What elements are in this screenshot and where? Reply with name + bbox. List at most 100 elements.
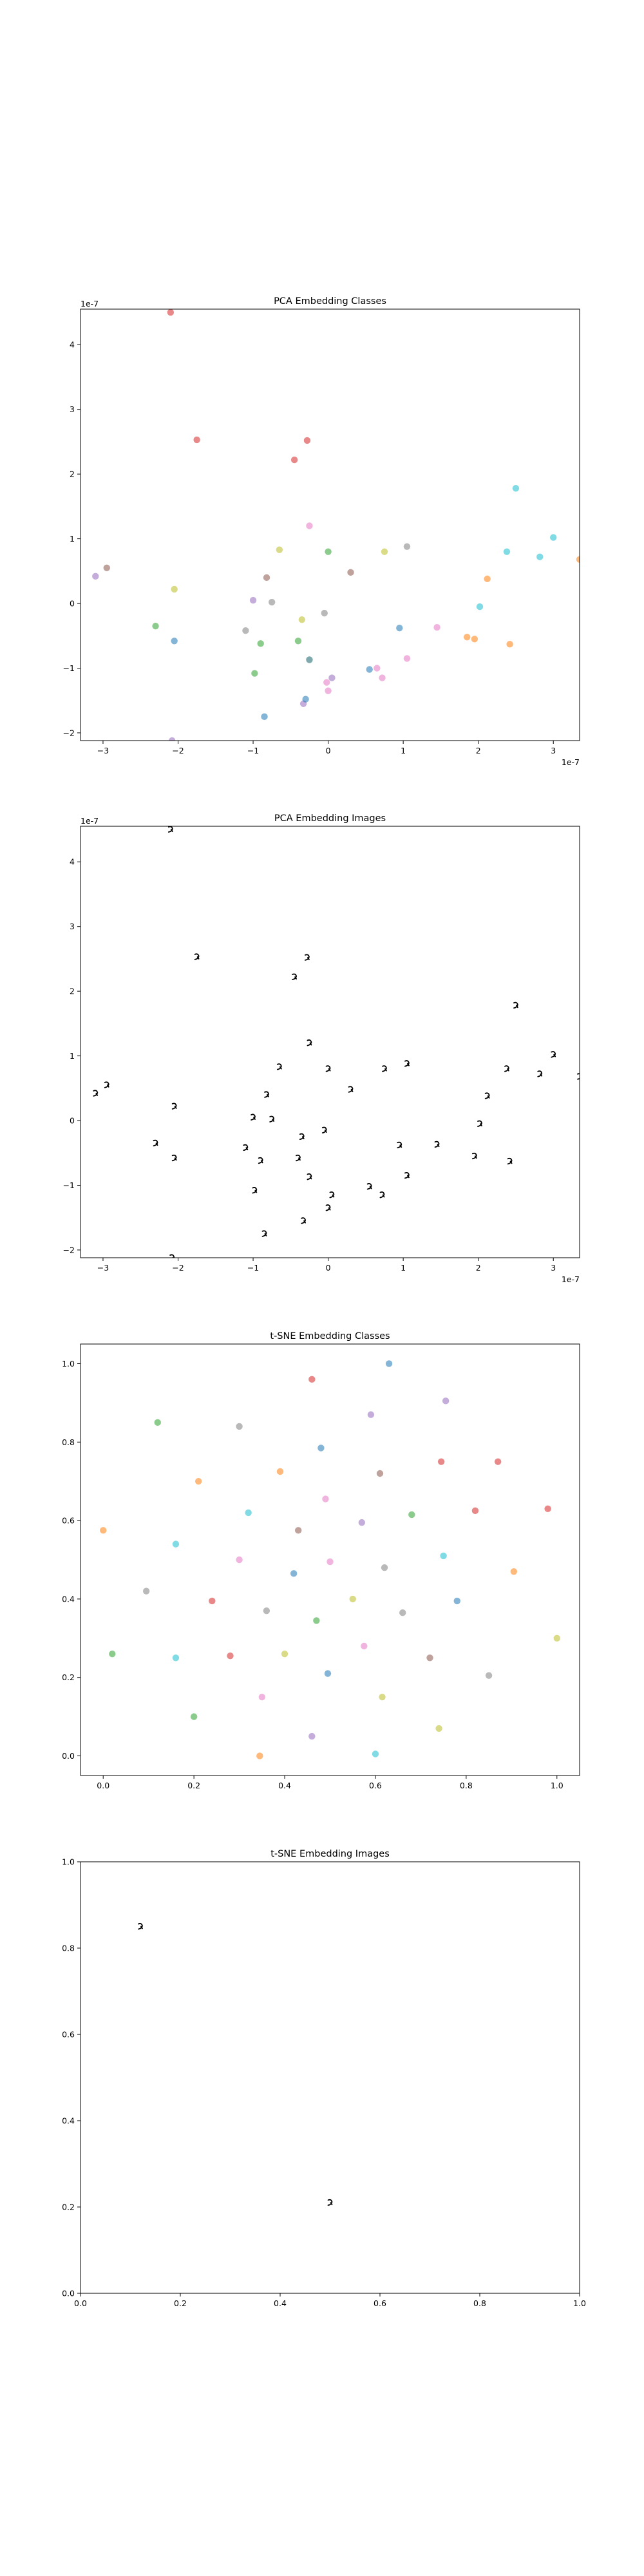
digit-image-marker [325, 1204, 331, 1211]
x-tick-label: 2 [476, 746, 481, 755]
scatter-point [403, 655, 411, 662]
digit-image-marker [296, 1154, 301, 1162]
scatter-point [242, 627, 249, 634]
scatter-point [294, 638, 302, 645]
y-tick-label: 1 [70, 1051, 75, 1061]
scatter-point [172, 1654, 180, 1662]
points-layer [92, 309, 580, 741]
scatter-point [536, 553, 544, 560]
y-tick-label: 0.6 [62, 2030, 75, 2040]
scatter-point [290, 456, 298, 464]
scatter-point [347, 569, 354, 576]
scatter-point [471, 1507, 479, 1515]
x-tick-label: 0.4 [274, 2298, 287, 2308]
scatter-point [544, 1505, 551, 1513]
scatter-point [109, 1650, 116, 1658]
scatter-point [294, 1527, 302, 1534]
scatter-point [100, 1527, 107, 1534]
digit-image-marker [104, 1081, 109, 1088]
scatter-point [476, 603, 484, 611]
x-tick-label: 0.4 [278, 1781, 291, 1790]
x-tick-label: −2 [172, 746, 184, 755]
digit-image-marker [305, 954, 310, 961]
scatter-point [376, 1470, 384, 1477]
scatter-point [553, 1634, 560, 1642]
scatter-point [313, 1617, 320, 1624]
scatter-point [103, 564, 110, 571]
x-tick-label: 3 [551, 1263, 556, 1273]
digit-image-marker [264, 1091, 269, 1098]
x-tick-label: −2 [172, 1263, 184, 1273]
scatter-point [227, 1653, 234, 1660]
scatter-point [303, 437, 311, 444]
scatter-point [308, 1732, 316, 1740]
y-tick-label: 4 [70, 340, 75, 350]
scatter-point [256, 1752, 263, 1759]
scatter-point [379, 674, 386, 681]
axes-frame [80, 826, 580, 1258]
scatter-point [251, 670, 258, 677]
x-tick-label: 1 [401, 1263, 406, 1273]
scatter-point [385, 1360, 393, 1367]
y-tick-label: 1.0 [62, 1857, 75, 1867]
y-tick-label: 2 [70, 987, 75, 996]
y-tick-label: −1 [63, 1180, 75, 1190]
x-tick-label: 0.8 [473, 2298, 486, 2308]
digit-image-marker [251, 1113, 256, 1121]
scatter-point [308, 1376, 316, 1383]
digit-image-marker [477, 1120, 482, 1127]
x-offset-label: 1e-7 [562, 1274, 580, 1284]
scatter-point [190, 1713, 198, 1720]
y-tick-label: 0.8 [62, 1437, 75, 1447]
y-tick-label: 0.6 [62, 1516, 75, 1526]
y-tick-label: 1 [70, 534, 75, 544]
chart-4: t-SNE Embedding Images 0.0 0.2 0.4 0.6 0.8 1.0… [62, 1849, 586, 2308]
y-tick-label: 0.2 [62, 2202, 75, 2212]
digit-image-marker [327, 2199, 333, 2206]
x-tick-label: 0.2 [174, 2298, 187, 2308]
scatter-point [485, 1672, 493, 1679]
axes-frame [80, 308, 580, 741]
scatter-point [437, 1458, 445, 1465]
scatter-point [440, 1552, 447, 1560]
y-tick-label: 2 [70, 469, 75, 479]
scatter-point [306, 656, 313, 663]
scatter-point [503, 548, 511, 555]
scatter-point [168, 737, 176, 741]
scatter-point [268, 598, 276, 606]
scatter-point [321, 609, 328, 617]
x-tick-label: 1.0 [573, 2298, 586, 2308]
scatter-point [366, 666, 373, 673]
x-tick-label: 0.8 [460, 1781, 473, 1790]
scatter-point [171, 638, 178, 645]
digit-image-marker [167, 826, 173, 833]
scatter-point [261, 713, 268, 721]
x-tick-label: −3 [97, 1263, 109, 1273]
scatter-point [471, 636, 478, 643]
scatter-point [361, 1642, 368, 1650]
scatter-point [263, 1607, 270, 1615]
scatter-point [249, 596, 257, 604]
digit-image-marker [382, 1065, 387, 1072]
scatter-point [374, 665, 381, 672]
digit-image-marker [329, 1191, 335, 1198]
scatter-point [281, 1650, 289, 1658]
scatter-point [290, 1570, 298, 1577]
scatter-point [245, 1509, 252, 1517]
scatter-point [317, 1444, 325, 1452]
y-tick-label: 3 [70, 404, 75, 414]
axes-frame [80, 1861, 580, 2294]
scatter-point [327, 1558, 334, 1566]
scatter-point [372, 1750, 379, 1757]
scatter-point [306, 522, 313, 529]
scatter-point [403, 543, 411, 550]
y-tick-label: 0 [70, 599, 75, 609]
digit-image-marker [471, 1152, 477, 1160]
scatter-point [167, 309, 175, 316]
scatter-point [172, 1540, 180, 1548]
scatter-point [323, 679, 330, 686]
scatter-point [298, 616, 305, 623]
scatter-point [257, 640, 264, 647]
